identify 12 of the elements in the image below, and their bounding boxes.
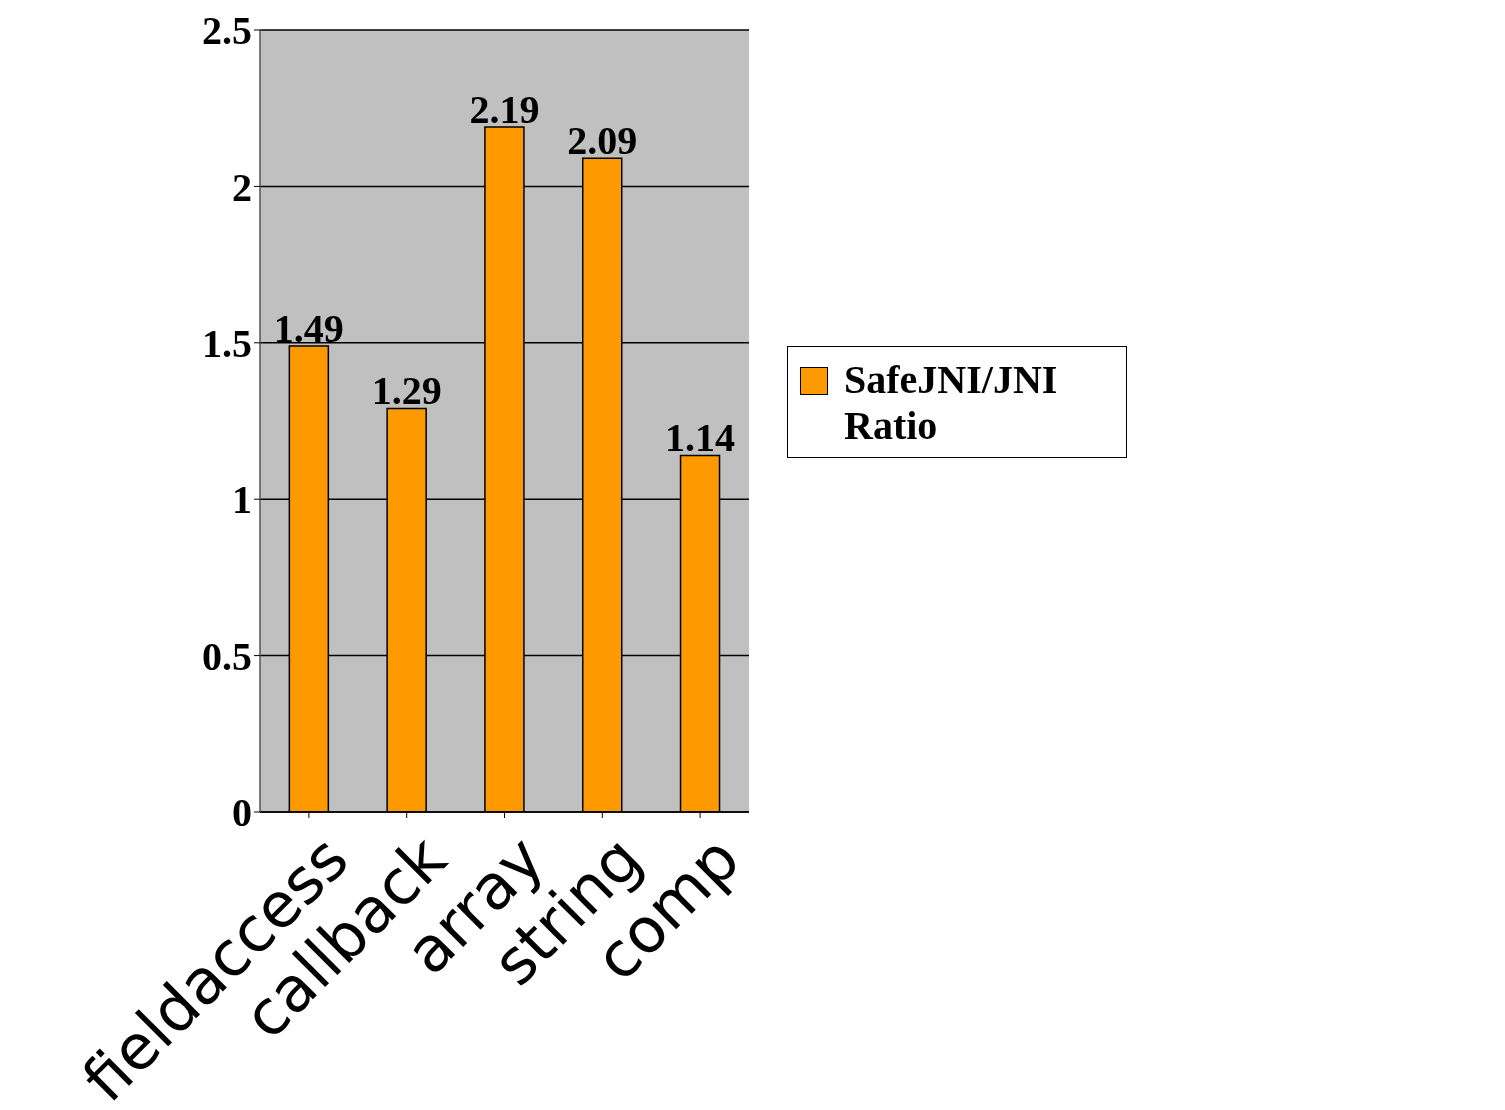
y-tick-label: 2.5 xyxy=(202,8,252,54)
data-label: 2.09 xyxy=(567,118,638,164)
legend-label: SafeJNI/JNI Ratio xyxy=(844,357,1059,449)
y-tick-label: 2 xyxy=(232,164,252,210)
data-label: 1.14 xyxy=(665,415,736,461)
y-tick-label: 0.5 xyxy=(202,633,252,679)
y-tick-label: 1.5 xyxy=(202,321,252,366)
data-label: 2.19 xyxy=(469,86,540,132)
y-tick-label: 0 xyxy=(232,790,252,836)
data-label: 1.49 xyxy=(273,305,344,351)
data-label: 1.29 xyxy=(371,368,442,414)
y-tick-label: 1 xyxy=(232,477,252,523)
